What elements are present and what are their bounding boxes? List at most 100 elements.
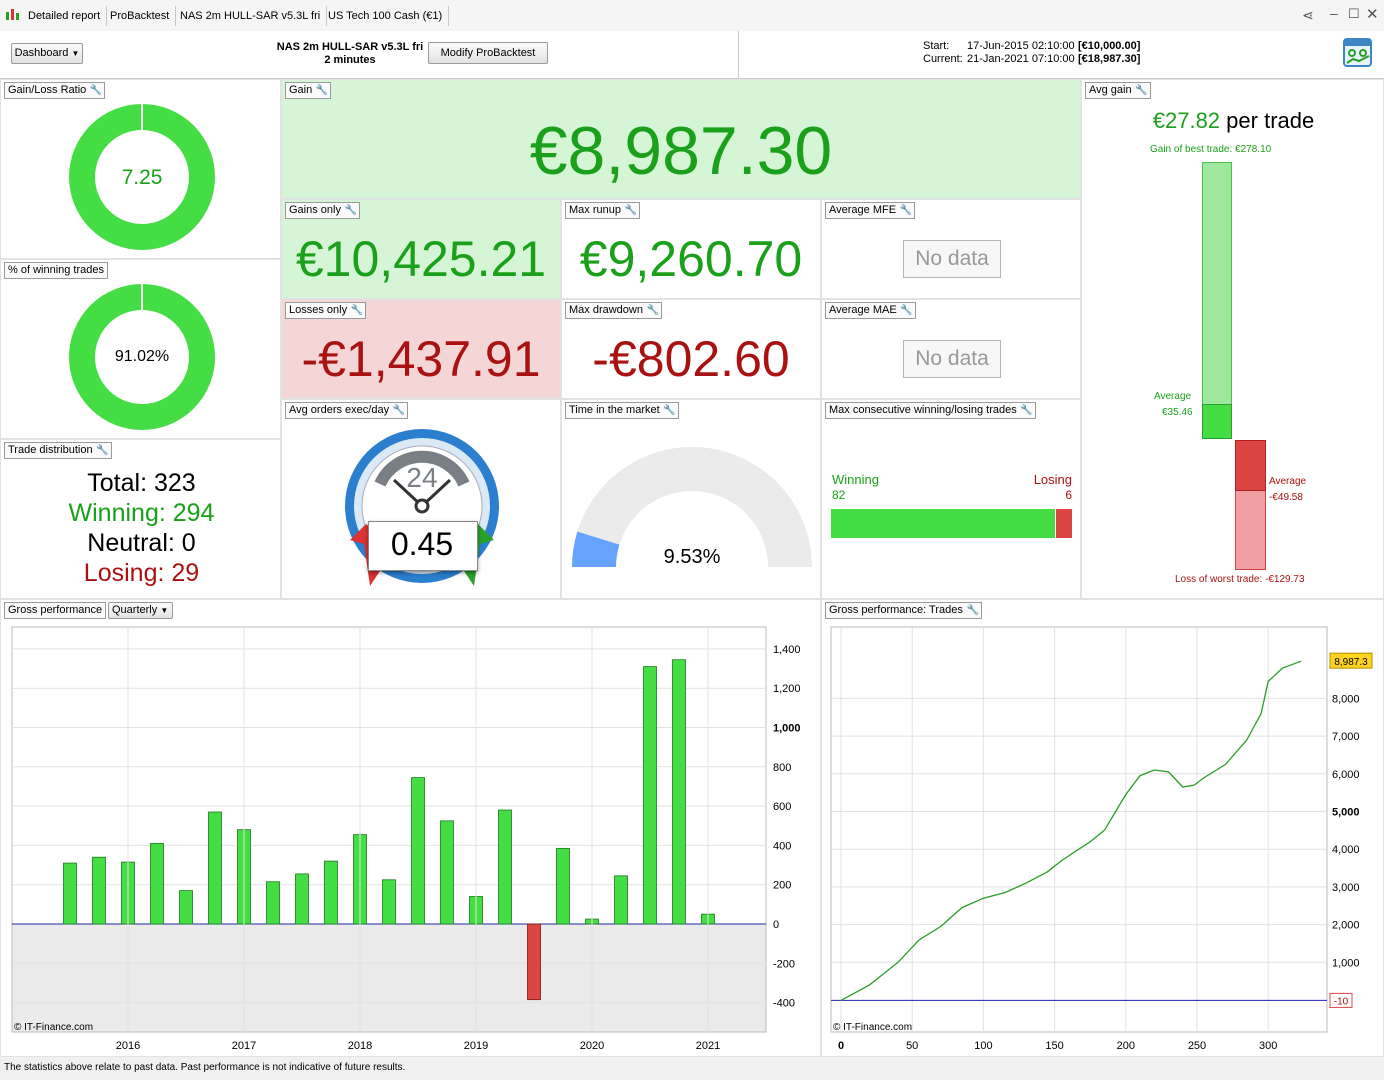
close-icon[interactable]: ✕ (1366, 6, 1379, 23)
time-in-market-gauge (572, 447, 812, 568)
plot-area-negative (11, 923, 767, 1033)
gain-loss-ratio-panel: Gain/Loss Ratio 🔧 7.25 (0, 79, 281, 259)
average-mae-panel: Average MAE 🔧 No data (821, 299, 1081, 399)
x-tick-label: 2021 (696, 1040, 720, 1052)
consecutive-winning-value: 82 (832, 488, 846, 502)
y-tick-label: 200 (773, 880, 791, 892)
plot-area (830, 626, 1328, 1033)
tab-instrument[interactable]: US Tech 100 Cash (€1) (322, 6, 450, 26)
panel-title[interactable]: Average MFE 🔧 (825, 202, 916, 219)
losses-only-panel: Losses only 🔧 -€1,437.91 (281, 299, 561, 399)
panel-title[interactable]: Gain/Loss Ratio 🔧 (4, 82, 106, 99)
panel-title[interactable]: Max runup 🔧 (565, 202, 640, 219)
y-tick-label: -400 (773, 998, 795, 1010)
winning-count: 294 (172, 499, 215, 527)
panel-title[interactable]: Losses only 🔧 (285, 302, 367, 319)
bar (208, 811, 222, 925)
panel-title[interactable]: Avg gain 🔧 (1085, 82, 1151, 99)
y-tick-label: -200 (773, 958, 795, 970)
wrench-icon[interactable]: 🔧 (900, 305, 913, 316)
bar (150, 843, 164, 925)
x-tick-label: 2019 (464, 1040, 488, 1052)
bar (63, 862, 77, 925)
panel-title[interactable]: Trade distribution 🔧 (4, 442, 112, 459)
panel-title-text: Losses only (289, 304, 348, 316)
wrench-icon[interactable]: 🔧 (315, 85, 329, 96)
dashboard-dropdown[interactable]: Dashboard ▼ (11, 43, 83, 64)
best-trade-label: Gain of best trade: €278.10 (1150, 144, 1272, 155)
bar (498, 809, 512, 925)
x-tick-label: 150 (1045, 1040, 1063, 1052)
chevron-down-icon: ▼ (160, 606, 169, 615)
y-tick-label: 1,400 (773, 644, 801, 656)
panel-title[interactable]: Max drawdown 🔧 (565, 302, 662, 319)
wrench-icon[interactable]: 🔧 (1135, 85, 1148, 96)
wrench-icon[interactable]: 🔧 (89, 85, 103, 96)
panel-title[interactable]: Gain 🔧 (285, 82, 332, 99)
average-mfe-panel: Average MFE 🔧 No data (821, 199, 1081, 299)
gain-loss-donut (69, 104, 215, 250)
panel-title[interactable]: Time in the market 🔧 (565, 402, 679, 419)
current-label: Current: (923, 53, 963, 65)
baseline-label: -10 (1334, 996, 1349, 1007)
panel-title-text: Gain/Loss Ratio (8, 84, 87, 96)
wrench-icon[interactable]: 🔧 (344, 205, 357, 216)
wrench-icon[interactable]: 🔧 (624, 205, 637, 216)
y-tick-label: 3,000 (1332, 882, 1360, 894)
equity-line (840, 660, 1302, 1001)
panel-title-text: Gross performance (8, 604, 103, 616)
current-capital: [€18,987.30] (1078, 53, 1141, 65)
max-consecutive-panel: Max consecutive winning/losing trades 🔧 W… (821, 399, 1081, 599)
baseline-badge (1329, 992, 1353, 1008)
y-tick-label: 0 (773, 919, 779, 931)
losing-label: Losing: (83, 559, 165, 587)
wrench-icon[interactable]: 🔧 (96, 445, 109, 456)
minimize-icon[interactable]: – (1330, 5, 1338, 21)
y-tick-label: 600 (773, 801, 791, 813)
y-tick-label: 1,000 (1332, 957, 1360, 969)
bar (179, 890, 193, 925)
x-tick-label: 2020 (580, 1040, 604, 1052)
wrench-icon[interactable]: 🔧 (966, 605, 979, 616)
panel-title-text: Time in the market (569, 404, 660, 416)
modify-probacktest-button[interactable]: Modify ProBacktest (428, 42, 548, 64)
header-divider (738, 31, 739, 78)
y-tick-label: 6,000 (1332, 769, 1360, 781)
tab-strategy[interactable]: NAS 2m HULL-SAR v5.3L fri (174, 6, 328, 26)
consecutive-winning-label: Winning (832, 472, 879, 487)
worst-trade-label: Loss of worst trade: -€129.73 (1175, 574, 1305, 585)
wrench-icon[interactable]: 🔧 (1020, 405, 1033, 416)
avg-gain-unit: per trade (1226, 108, 1315, 133)
neutral-count: 0 (181, 529, 196, 557)
tab-probacktest[interactable]: ProBacktest (104, 6, 177, 26)
panel-title[interactable]: Avg orders exec/day 🔧 (285, 402, 409, 419)
x-tick-label: 2016 (116, 1040, 140, 1052)
wrench-icon[interactable]: 🔧 (663, 405, 676, 416)
maximize-icon[interactable]: ☐ (1348, 6, 1360, 21)
bar (324, 860, 338, 925)
wrench-icon[interactable]: 🔧 (899, 205, 913, 216)
trade-distribution-panel: Trade distribution 🔧 Total: 323 Winning: … (0, 439, 281, 599)
panel-title-text: Max drawdown (569, 304, 643, 316)
bar (440, 820, 454, 925)
panel-title-text: Max consecutive winning/losing trades (829, 404, 1017, 416)
report-settings-icon[interactable] (1343, 38, 1373, 68)
panel-title-text: Average MAE (829, 304, 897, 316)
panel-title[interactable]: Gross performance: Trades 🔧 (825, 602, 982, 619)
wrench-icon[interactable]: 🔧 (350, 305, 364, 316)
start-label: Start: (923, 40, 950, 52)
start-capital: [€10,000.00] (1078, 40, 1141, 52)
panel-title[interactable]: Average MAE 🔧 (825, 302, 916, 319)
wrench-icon[interactable]: 🔧 (646, 305, 659, 316)
strategy-name: NAS 2m HULL-SAR v5.3L fri (276, 41, 424, 53)
panel-title[interactable]: Max consecutive winning/losing trades 🔧 (825, 402, 1036, 419)
panel-title-text: Avg orders exec/day (289, 404, 390, 416)
panel-title[interactable]: Gains only 🔧 (285, 202, 360, 219)
tab-detailed-report[interactable]: Detailed report (22, 6, 108, 26)
share-icon[interactable]: ⋖ (1302, 7, 1314, 23)
report-header: Dashboard ▼ NAS 2m HULL-SAR v5.3L fri 2 … (0, 31, 1384, 79)
time-in-market-panel: Time in the market 🔧 9.53% (561, 399, 821, 599)
panel-title: % of winning trades (4, 262, 108, 279)
period-dropdown[interactable]: Quarterly ▼ (108, 602, 173, 619)
wrench-icon[interactable]: 🔧 (392, 405, 406, 416)
